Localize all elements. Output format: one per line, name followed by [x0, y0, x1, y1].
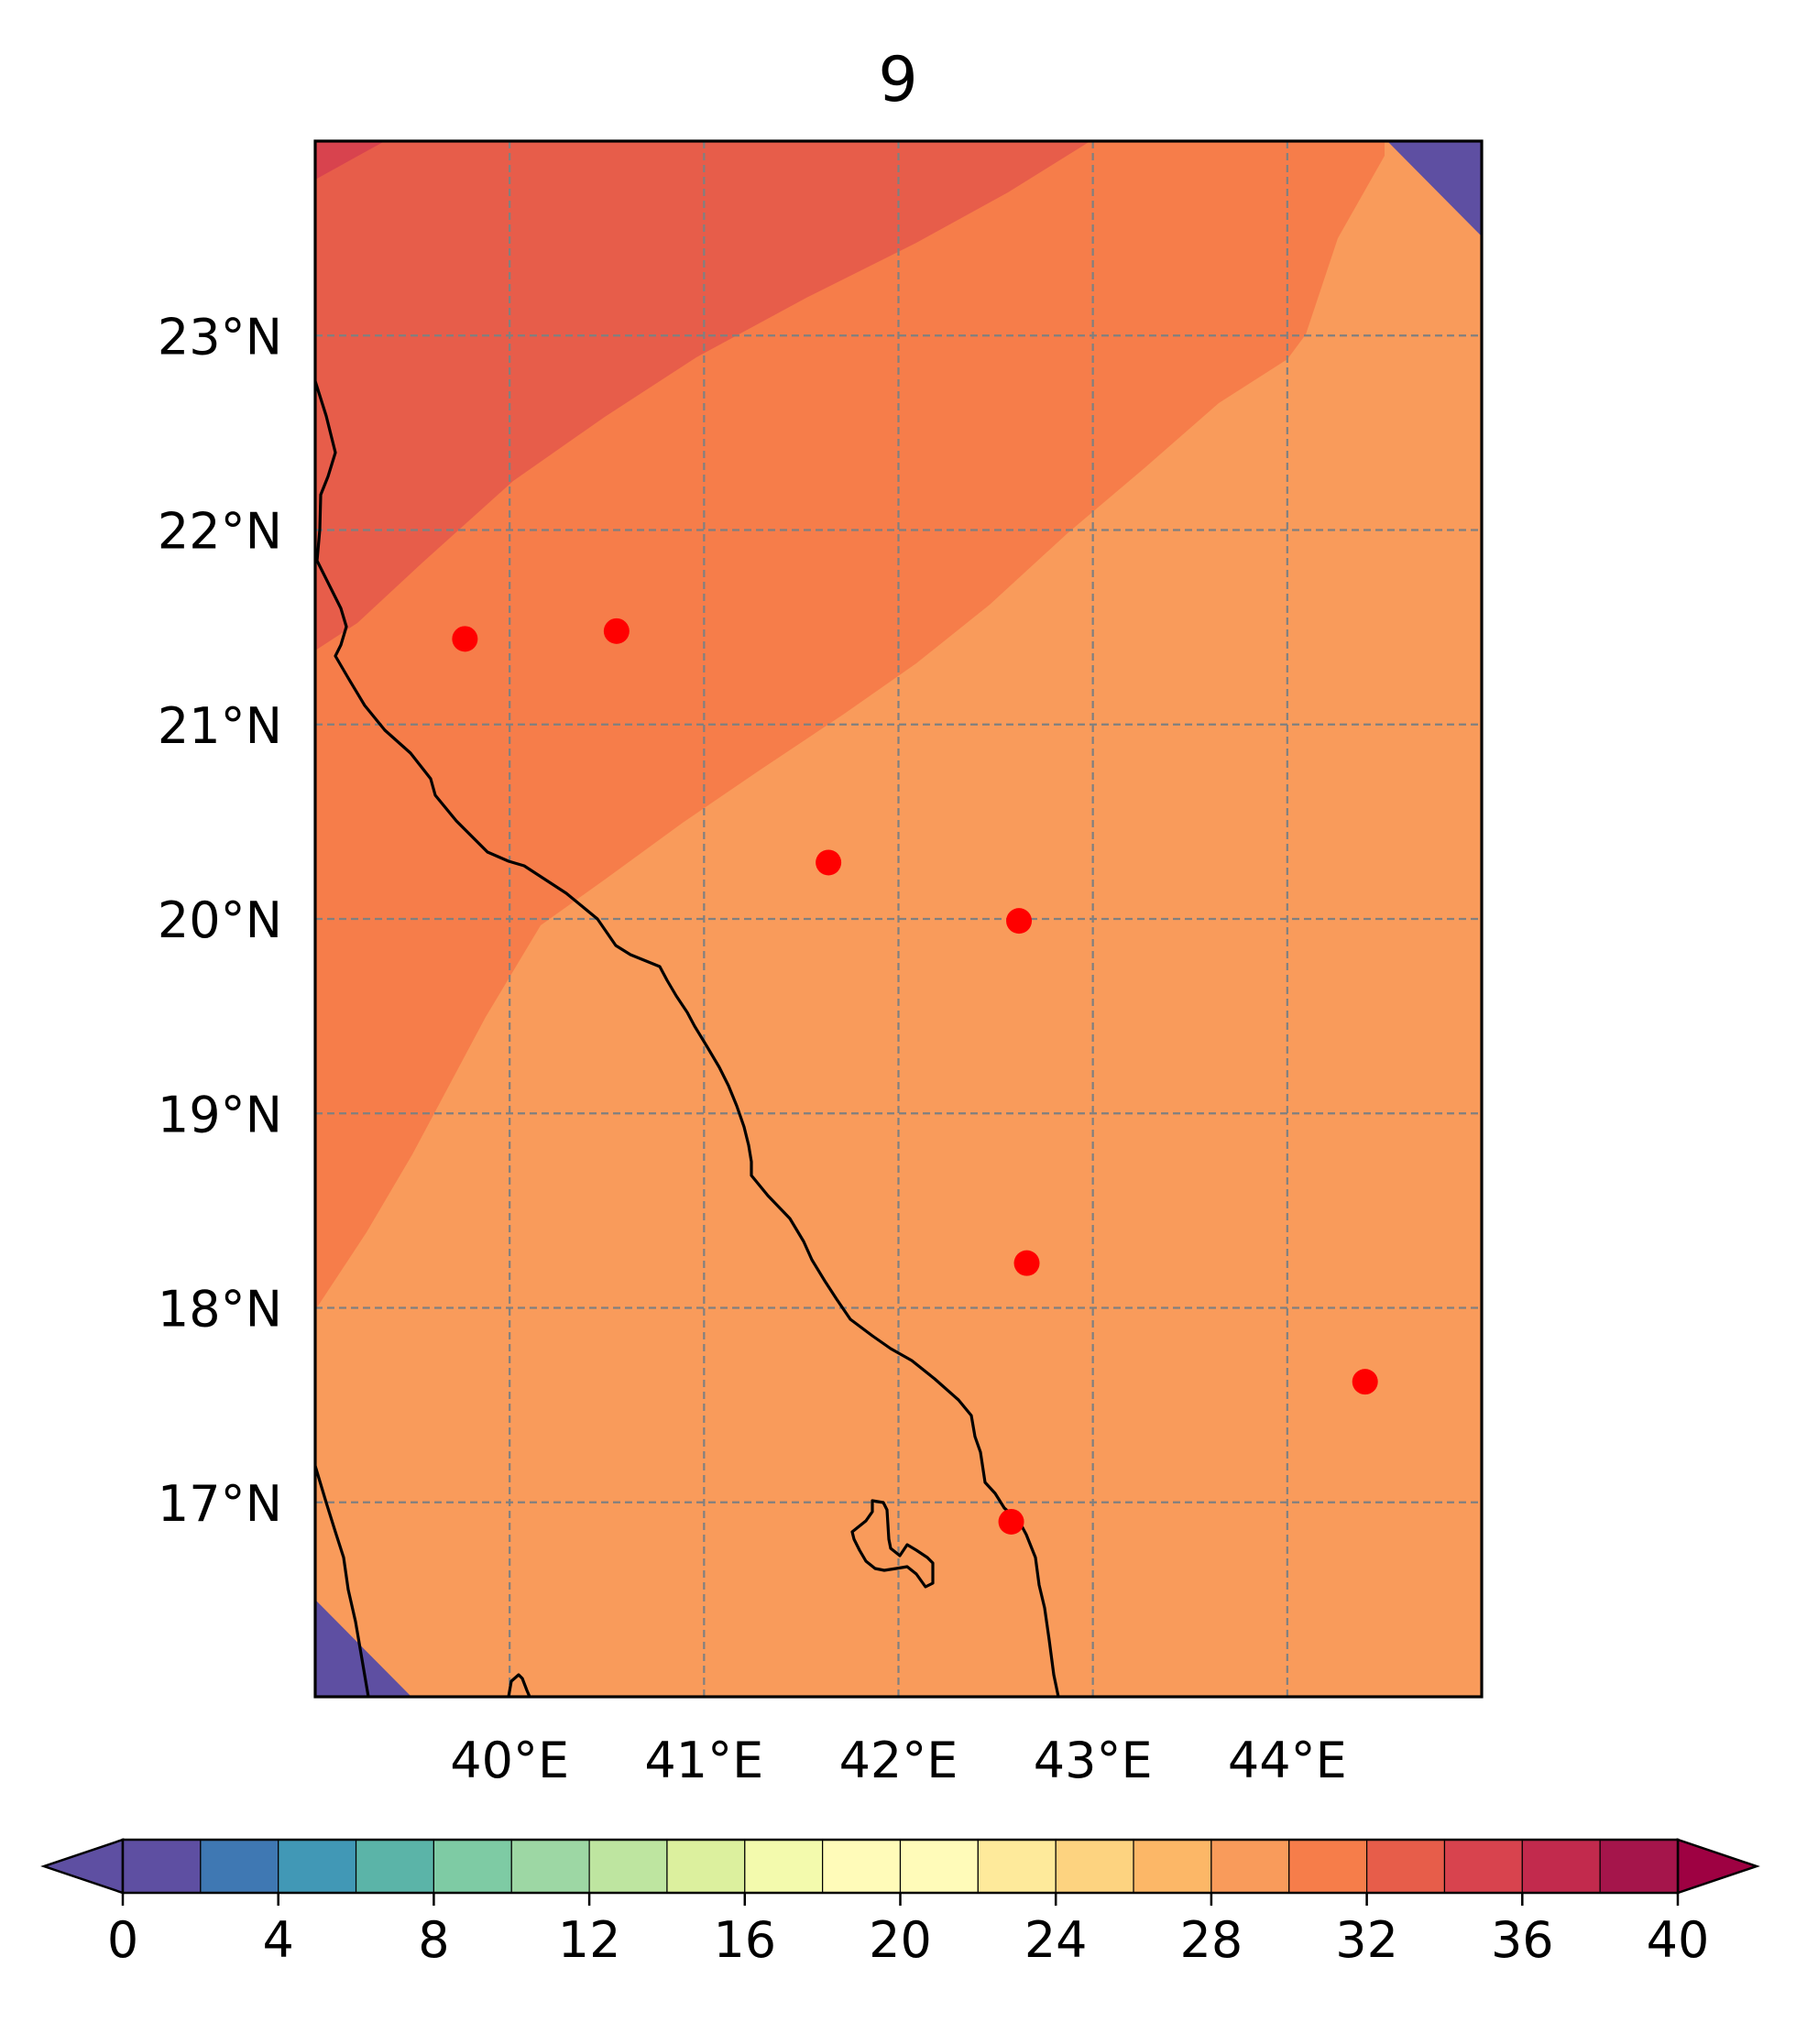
colorbar-tick-label: 0	[107, 1911, 138, 1969]
map-panel	[315, 141, 1482, 1697]
y-tick-label: 23°N	[158, 308, 282, 366]
y-tick-label: 20°N	[158, 891, 282, 949]
colorbar-segment	[510, 1839, 590, 1894]
colorbar-segment	[278, 1839, 357, 1894]
colorbar-tick-label: 20	[869, 1911, 932, 1969]
station-point	[816, 849, 842, 876]
colorbar-segment	[666, 1839, 746, 1894]
contour-fill-below-0-top-right	[1387, 141, 1482, 236]
station-point	[452, 626, 478, 652]
colorbar-segment	[200, 1839, 279, 1894]
contour-fill-34-36	[315, 141, 385, 180]
colorbar-segment	[977, 1839, 1057, 1894]
colorbar-tick-label: 28	[1180, 1911, 1243, 1969]
coastline-south	[315, 1465, 370, 1697]
x-tick-labels: 40°E 41°E 42°E 43°E 44°E	[450, 1732, 1347, 1789]
station-point	[998, 1508, 1024, 1535]
station-points	[452, 618, 1378, 1535]
island-small	[507, 1673, 531, 1697]
colorbar-segment	[822, 1839, 902, 1894]
contour-fill-30-32	[315, 141, 1385, 1310]
x-tick-label: 41°E	[644, 1732, 763, 1789]
colorbar-over-arrow	[1676, 1838, 1760, 1895]
colorbar-segment	[355, 1839, 434, 1894]
contour-fill-32-34	[315, 141, 1090, 650]
station-point	[1006, 908, 1033, 935]
colorbar-segment	[1443, 1839, 1523, 1894]
colorbar-segment	[1210, 1839, 1290, 1894]
coastline-main	[315, 380, 1060, 1697]
x-tick-label: 42°E	[839, 1732, 958, 1789]
island-farasan	[850, 1499, 935, 1589]
colorbar-under-arrow	[40, 1838, 125, 1895]
y-tick-label: 17°N	[158, 1475, 282, 1533]
colorbar-segment	[1521, 1839, 1601, 1894]
colorbar: 0 4 8 12 16 20 24 28 32 36 40	[40, 1838, 1760, 1969]
colorbar-segment	[1599, 1839, 1679, 1894]
map-title: 9	[878, 44, 917, 116]
coastline	[315, 380, 1060, 1697]
colorbar-tick-label: 40	[1647, 1911, 1710, 1969]
colorbar-segment	[1288, 1839, 1368, 1894]
gridlines	[315, 141, 1482, 1697]
colorbar-tick-label: 32	[1335, 1911, 1398, 1969]
y-tick-label: 21°N	[158, 697, 282, 755]
colorbar-tick-label: 12	[558, 1911, 621, 1969]
y-tick-label: 22°N	[158, 503, 282, 561]
colorbar-segment	[1365, 1839, 1446, 1894]
station-point	[1013, 1250, 1040, 1276]
colorbar-tick-label: 8	[418, 1911, 449, 1969]
colorbar-segment	[588, 1839, 668, 1894]
colorbar-segment	[1133, 1839, 1212, 1894]
colorbar-segment	[1055, 1839, 1134, 1894]
colorbar-segment	[744, 1839, 824, 1894]
station-point	[603, 618, 630, 644]
map-frame	[313, 139, 1484, 1699]
x-tick-label: 43°E	[1034, 1732, 1153, 1789]
y-tick-label: 19°N	[158, 1086, 282, 1143]
x-tick-label: 40°E	[450, 1732, 569, 1789]
colorbar-segment	[122, 1839, 202, 1894]
contour-fill-below-0-bottom-left	[315, 1600, 411, 1697]
colorbar-tick-label: 4	[263, 1911, 294, 1969]
colorbar-tick-label: 24	[1024, 1911, 1088, 1969]
colorbar-tick-label: 16	[713, 1911, 776, 1969]
colorbar-segment	[899, 1839, 979, 1894]
y-tick-labels: 23°N 22°N 21°N 20°N 19°N 18°N 17°N	[158, 308, 282, 1533]
colorbar-tick-label: 36	[1491, 1911, 1554, 1969]
y-tick-label: 18°N	[158, 1281, 282, 1339]
x-tick-label: 44°E	[1228, 1732, 1347, 1789]
colorbar-segment	[433, 1839, 512, 1894]
station-point	[1352, 1369, 1378, 1395]
